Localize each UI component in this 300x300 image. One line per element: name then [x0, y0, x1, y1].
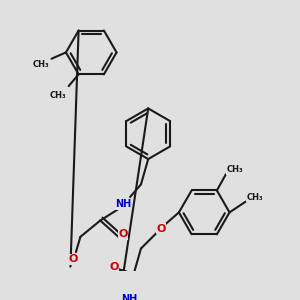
Text: CH₃: CH₃ — [226, 165, 243, 174]
Text: CH₃: CH₃ — [50, 91, 66, 100]
Text: O: O — [156, 224, 166, 234]
Text: CH₃: CH₃ — [32, 60, 49, 69]
Text: NH: NH — [121, 294, 137, 300]
Text: O: O — [118, 229, 128, 239]
Text: CH₃: CH₃ — [247, 193, 263, 202]
Text: O: O — [68, 254, 78, 264]
Text: NH: NH — [115, 199, 131, 209]
Text: O: O — [109, 262, 119, 272]
